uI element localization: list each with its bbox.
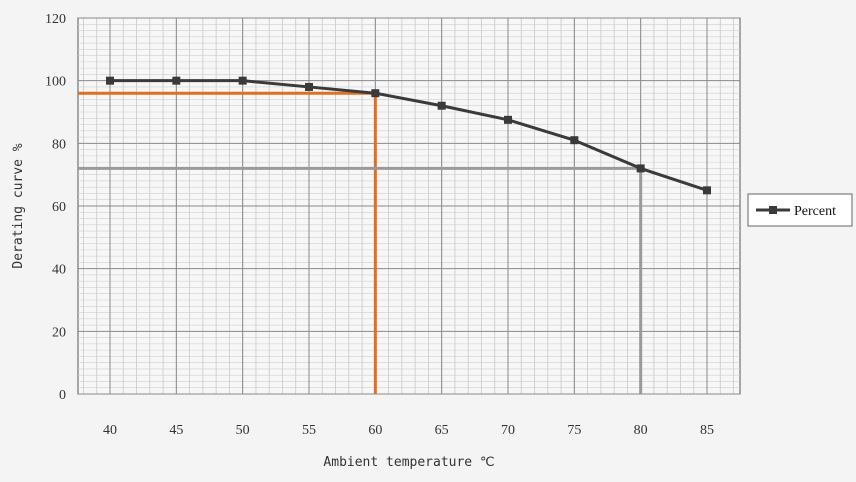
data-point [703, 186, 711, 195]
y-tick-label: 0 [59, 388, 66, 403]
x-tick-label: 85 [700, 423, 714, 438]
x-tick-label: 50 [236, 423, 250, 438]
y-tick-label: 40 [52, 263, 66, 278]
x-axis-title: Ambient temperature ℃ [323, 455, 494, 470]
data-point [437, 101, 446, 110]
legend: Percent [747, 193, 853, 227]
y-tick-label: 120 [45, 12, 66, 27]
x-tick-label: 80 [634, 423, 648, 438]
y-tick-label: 60 [52, 200, 66, 215]
legend-label: Percent [794, 204, 836, 219]
y-tick-label: 100 [45, 75, 66, 90]
data-point [106, 76, 114, 85]
x-tick-label: 55 [302, 423, 316, 438]
data-point [238, 76, 247, 85]
data-point [172, 76, 181, 85]
data-point [570, 136, 579, 145]
data-point [371, 89, 380, 98]
x-tick-label: 65 [435, 423, 449, 438]
series-line [110, 79, 708, 192]
x-tick-label: 75 [567, 423, 581, 438]
x-tick-label: 70 [501, 423, 515, 438]
y-tick-label: 80 [52, 137, 66, 152]
tick-labels: 40 45 50 55 60 65 70 75 80 85 0 20 40 60 80 100 120 [45, 12, 714, 438]
data-point [305, 82, 313, 91]
x-tick-label: 40 [103, 423, 117, 438]
y-axis-title: Derating curve % [11, 143, 26, 268]
y-tick-label: 20 [52, 325, 66, 340]
x-tick-label: 45 [169, 423, 183, 438]
data-point [636, 164, 645, 173]
data-point [504, 115, 512, 124]
legend-marker [769, 206, 777, 214]
series-layer [106, 76, 711, 195]
annotations [78, 91, 643, 394]
x-tick-label: 60 [368, 423, 382, 438]
